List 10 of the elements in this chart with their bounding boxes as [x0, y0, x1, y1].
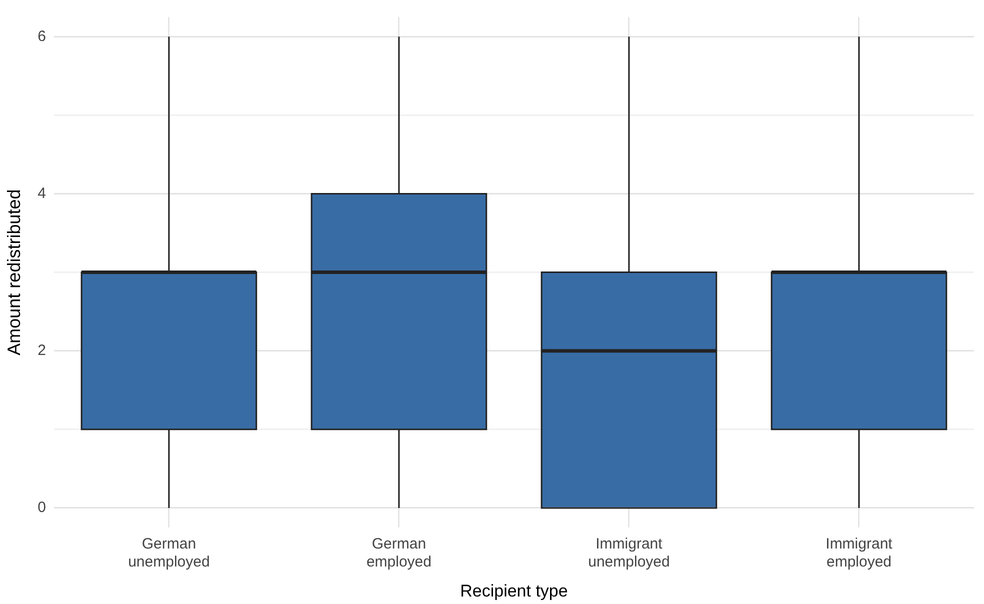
x-tick-label: Immigrant unemployed	[588, 536, 670, 571]
y-tick-label: 0	[38, 499, 46, 516]
x-tick-label: Immigrant employed	[826, 536, 894, 571]
y-tick-label: 2	[38, 342, 46, 359]
x-tick-label: German employed	[366, 536, 432, 571]
y-tick-label: 6	[38, 28, 46, 45]
y-axis-title: Amount redistributed	[4, 189, 24, 356]
y-tick-label: 4	[38, 184, 46, 202]
x-tick-label: German unemployed	[128, 536, 210, 571]
x-axis-title: Recipient type	[460, 581, 568, 600]
